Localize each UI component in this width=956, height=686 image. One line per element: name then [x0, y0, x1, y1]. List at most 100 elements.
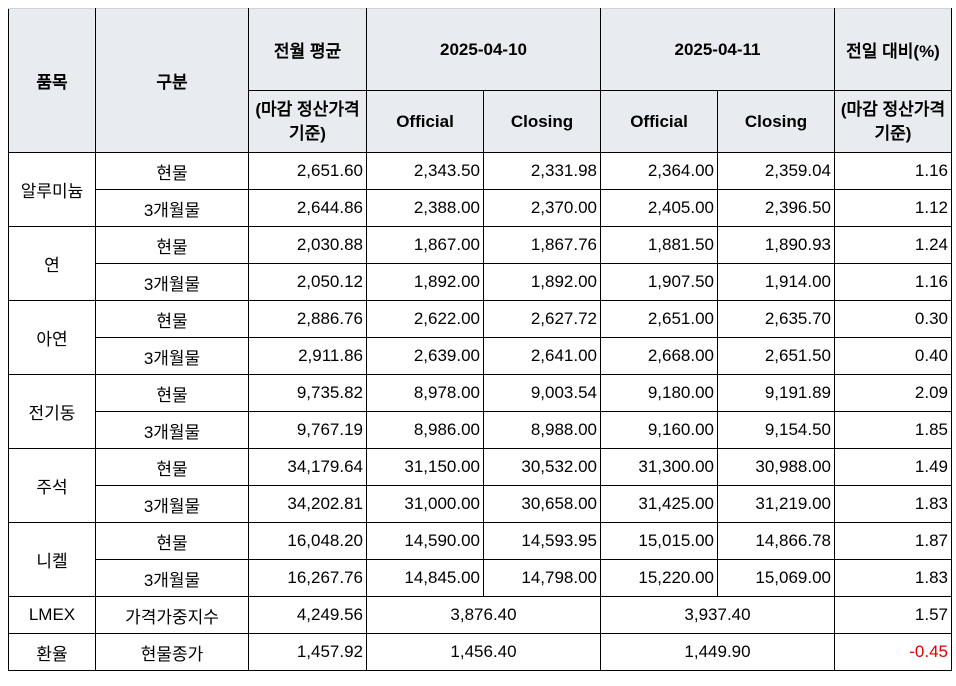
d1-closing-value: 14,798.00 — [483, 559, 601, 597]
lmex-name: LMEX — [8, 596, 96, 634]
lmex-d2: 3,937.40 — [600, 596, 835, 634]
header-date2: 2025-04-11 — [600, 8, 835, 91]
header-category: 구분 — [95, 8, 249, 153]
d2-closing-value: 2,651.50 — [717, 337, 835, 375]
d1-closing-value: 9,003.54 — [483, 374, 601, 412]
avg-value: 9,735.82 — [248, 374, 367, 412]
header-d2-closing: Closing — [717, 90, 835, 153]
table-row: 3개월물 2,911.86 2,639.00 2,641.00 2,668.00 2,65… — [9, 337, 952, 375]
d2-official-value: 15,220.00 — [600, 559, 718, 597]
change-value: 1.85 — [834, 411, 952, 449]
d2-closing-value: 2,359.04 — [717, 152, 835, 190]
fx-d1: 1,456.40 — [366, 633, 601, 671]
d2-closing-value: 1,890.93 — [717, 226, 835, 264]
d1-closing-value: 2,641.00 — [483, 337, 601, 375]
d1-official-value: 2,622.00 — [366, 300, 484, 338]
header-change: 전일 대비(%) — [834, 8, 952, 91]
change-value: 1.16 — [834, 263, 952, 301]
lmex-change: 1.57 — [834, 596, 952, 634]
header-prev-month-avg: 전월 평균 — [248, 8, 367, 91]
d2-closing-value: 2,396.50 — [717, 189, 835, 227]
lmex-type: 가격가중지수 — [95, 596, 249, 634]
d1-closing-value: 2,627.72 — [483, 300, 601, 338]
metal-price-table: 품목 구분 전월 평균 2025-04-10 2025-04-11 전일 대비(… — [8, 8, 952, 671]
d2-official-value: 9,180.00 — [600, 374, 718, 412]
d2-official-value: 15,015.00 — [600, 522, 718, 560]
table-row: 전기동 현물 9,735.82 8,978.00 9,003.54 9,180.00 9,1… — [8, 374, 952, 449]
d2-closing-value: 30,988.00 — [717, 448, 835, 486]
change-value: 0.30 — [834, 300, 952, 338]
d1-official-value: 31,150.00 — [366, 448, 484, 486]
change-value: 1.24 — [834, 226, 952, 264]
header-change-note: (마감 정산가격 기준) — [834, 90, 952, 153]
d2-closing-value: 31,219.00 — [717, 485, 835, 523]
avg-value: 9,767.19 — [248, 411, 367, 449]
contract-type: 3개월물 — [95, 263, 249, 301]
d1-official-value: 1,892.00 — [366, 263, 484, 301]
d2-official-value: 2,364.00 — [600, 152, 718, 190]
change-value: 1.83 — [834, 485, 952, 523]
contract-type: 현물 — [95, 374, 249, 412]
avg-value: 34,179.64 — [248, 448, 367, 486]
header-date1: 2025-04-10 — [366, 8, 601, 91]
d1-closing-value: 2,370.00 — [483, 189, 601, 227]
table-row: 아연 현물 2,886.76 2,622.00 2,627.72 2,651.00 2,63… — [8, 300, 952, 375]
d1-closing-value: 30,658.00 — [483, 485, 601, 523]
change-value: 1.49 — [834, 448, 952, 486]
d2-closing-value: 2,635.70 — [717, 300, 835, 338]
metal-name: 니켈 — [8, 522, 96, 597]
avg-value: 2,644.86 — [248, 189, 367, 227]
metal-name: 연 — [8, 226, 96, 301]
d1-closing-value: 30,532.00 — [483, 448, 601, 486]
lmex-avg: 4,249.56 — [248, 596, 367, 634]
d1-official-value: 8,978.00 — [366, 374, 484, 412]
table-row: 3개월물 9,767.19 8,986.00 8,988.00 9,160.00 9,15… — [9, 411, 952, 449]
d1-official-value: 2,343.50 — [366, 152, 484, 190]
d1-closing-value: 8,988.00 — [483, 411, 601, 449]
table-row: 3개월물 16,267.76 14,845.00 14,798.00 15,220.00… — [9, 559, 952, 597]
d1-official-value: 31,000.00 — [366, 485, 484, 523]
d2-official-value: 2,668.00 — [600, 337, 718, 375]
d1-official-value: 14,845.00 — [366, 559, 484, 597]
table-row: 3개월물 2,644.86 2,388.00 2,370.00 2,405.00 2,39… — [9, 189, 952, 227]
d1-official-value: 14,590.00 — [366, 522, 484, 560]
avg-value: 2,050.12 — [248, 263, 367, 301]
metal-name: 주석 — [8, 448, 96, 523]
fx-d2: 1,449.90 — [600, 633, 835, 671]
d1-closing-value: 1,892.00 — [483, 263, 601, 301]
metal-name: 알루미늄 — [8, 152, 96, 227]
table-row: 니켈 현물 16,048.20 14,590.00 14,593.95 15,015.00… — [8, 522, 952, 597]
fx-change: -0.45 — [834, 633, 952, 671]
lmex-row: LMEX 가격가중지수 4,249.56 3,876.40 3,937.40 1.57 — [8, 596, 952, 634]
header-d1-official: Official — [366, 90, 484, 153]
fx-type: 현물종가 — [95, 633, 249, 671]
header-avg-note: (마감 정산가격 기준) — [248, 90, 367, 153]
contract-type: 3개월물 — [95, 189, 249, 227]
change-value: 1.12 — [834, 189, 952, 227]
d1-official-value: 1,867.00 — [366, 226, 484, 264]
table-row: 주석 현물 34,179.64 31,150.00 30,532.00 31,300.00… — [8, 448, 952, 523]
contract-type: 현물 — [95, 448, 249, 486]
contract-type: 현물 — [95, 152, 249, 190]
d1-closing-value: 2,331.98 — [483, 152, 601, 190]
d1-official-value: 8,986.00 — [366, 411, 484, 449]
avg-value: 2,911.86 — [248, 337, 367, 375]
metal-name: 전기동 — [8, 374, 96, 449]
contract-type: 3개월물 — [95, 337, 249, 375]
change-value: 2.09 — [834, 374, 952, 412]
contract-type: 3개월물 — [95, 559, 249, 597]
contract-type: 3개월물 — [95, 485, 249, 523]
header-d2-official: Official — [600, 90, 718, 153]
d2-closing-value: 9,191.89 — [717, 374, 835, 412]
avg-value: 16,267.76 — [248, 559, 367, 597]
d1-closing-value: 1,867.76 — [483, 226, 601, 264]
fx-avg: 1,457.92 — [248, 633, 367, 671]
lmex-d1: 3,876.40 — [366, 596, 601, 634]
d2-official-value: 9,160.00 — [600, 411, 718, 449]
metal-name: 아연 — [8, 300, 96, 375]
d2-official-value: 1,881.50 — [600, 226, 718, 264]
d2-official-value: 2,405.00 — [600, 189, 718, 227]
change-value: 1.83 — [834, 559, 952, 597]
contract-type: 현물 — [95, 522, 249, 560]
table-row: 3개월물 34,202.81 31,000.00 30,658.00 31,425.00… — [9, 485, 952, 523]
